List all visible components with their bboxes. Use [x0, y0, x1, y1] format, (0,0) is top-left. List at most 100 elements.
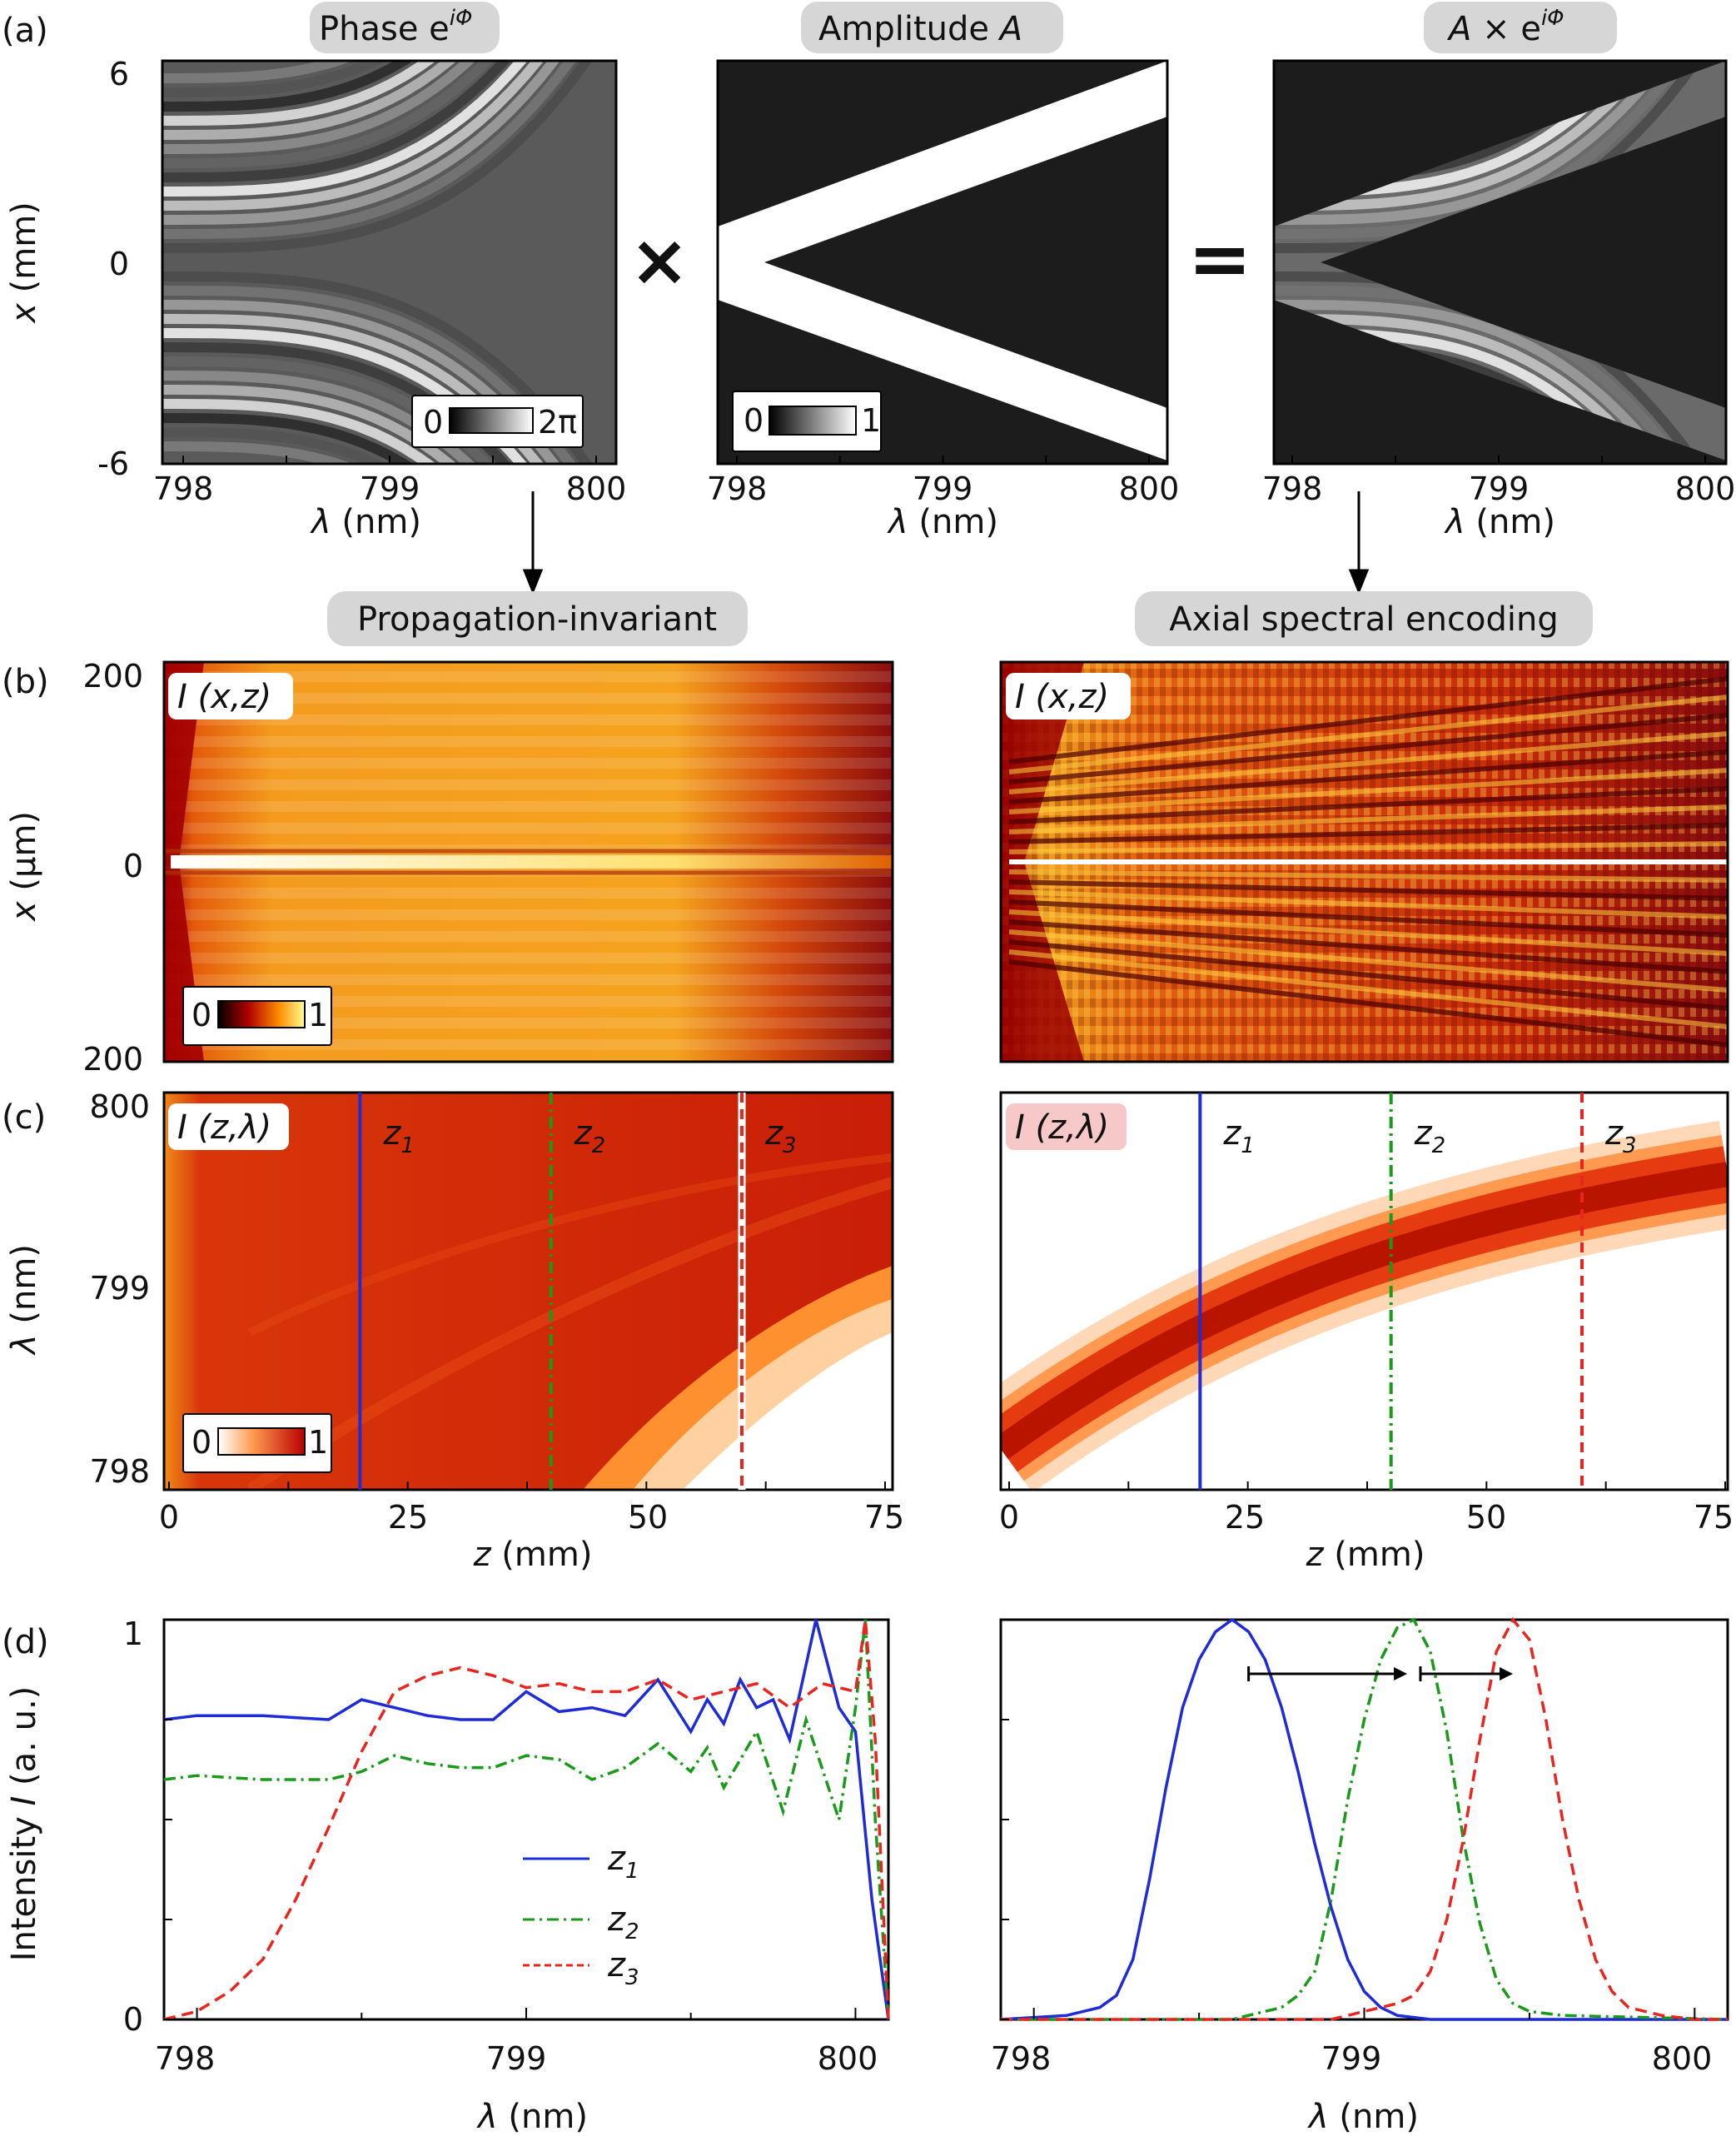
- z-marker-label: z2: [1414, 1114, 1446, 1158]
- axis-d-right: 798 799 800 λ (nm): [991, 2040, 1713, 2136]
- section-title-right: Axial spectral encoding: [1135, 591, 1593, 646]
- panel-label-c: (c): [2, 1098, 46, 1137]
- fan-line: [1008, 919, 1729, 974]
- svg-text:800: 800: [566, 471, 627, 507]
- tag-izl-left: I (z,λ): [168, 1103, 289, 1150]
- phase-stripe: [162, 328, 528, 464]
- fan-line: [1008, 869, 1729, 883]
- fan-line: [1008, 899, 1729, 938]
- svg-text:25: 25: [1225, 1499, 1265, 1536]
- svg-text:Axial spectral encoding: Axial spectral encoding: [1169, 600, 1558, 639]
- svg-text:0: 0: [159, 1499, 179, 1536]
- legend-z1: z1: [607, 1840, 639, 1884]
- phase-stripe: [162, 61, 528, 197]
- svg-text:λ (nm): λ (nm): [310, 503, 421, 541]
- phase-stripe: [162, 61, 593, 253]
- equals-operator: =: [1187, 214, 1251, 303]
- panel-label-d: (d): [2, 1623, 49, 1661]
- fan-line: [1008, 929, 1729, 993]
- axis-c-left: 800 799 798 0 25 50 75 z (mm) λ (nm): [5, 1088, 904, 1574]
- series-z2: [1001, 1617, 1729, 2021]
- colorbar-amplitude: 0 1: [732, 391, 882, 452]
- svg-text:800: 800: [1652, 2040, 1713, 2077]
- svg-text:0: 0: [123, 2001, 143, 2038]
- z-marker-label: z3: [1604, 1114, 1637, 1158]
- phase-stripe-masked: [1274, 314, 1726, 461]
- svg-text:I (z,λ): I (z,λ): [1015, 1108, 1109, 1147]
- svg-text:z (mm): z (mm): [1306, 1536, 1425, 1574]
- tag-ixz-right: I (x,z): [1006, 673, 1131, 719]
- phase-stripe: [162, 61, 353, 83]
- arrow-down-right: [1348, 491, 1370, 595]
- phase-stripe: [162, 61, 495, 168]
- fan-line: [1008, 749, 1729, 804]
- phase-stripe: [162, 61, 437, 126]
- phase-stripe: [162, 399, 437, 464]
- svg-text:75: 75: [864, 1499, 904, 1536]
- fan-line: [1008, 879, 1729, 901]
- svg-text:λ (nm): λ (nm): [1307, 2098, 1419, 2136]
- phase-stripe: [162, 371, 476, 464]
- svg-text:I (z,λ): I (z,λ): [177, 1108, 271, 1147]
- axis-a1: 6 0 -6 798 799 800 λ (nm) x (mm): [5, 56, 626, 541]
- phase-stripe: [162, 314, 545, 464]
- intensity-xz-right: [1001, 662, 1729, 1062]
- product-map: [1274, 61, 1726, 464]
- series-z3: [163, 1619, 890, 2021]
- phase-stripe: [162, 342, 511, 464]
- svg-text:798: 798: [707, 471, 768, 507]
- phase-stripe: [162, 61, 577, 239]
- svg-text:I (x,z): I (x,z): [1015, 678, 1109, 716]
- title-phase: Phase eiΦ: [310, 2, 500, 53]
- svg-text:0: 0: [423, 404, 443, 441]
- svg-text:799: 799: [1469, 471, 1530, 507]
- svg-text:800: 800: [1675, 471, 1736, 507]
- svg-text:799: 799: [89, 1270, 150, 1307]
- svg-text:-6: -6: [97, 446, 129, 482]
- times-operator: ×: [629, 219, 689, 302]
- svg-text:800: 800: [818, 2040, 878, 2077]
- svg-text:0: 0: [192, 1424, 211, 1461]
- fan-line: [1008, 909, 1729, 956]
- series-z1: [1000, 1617, 1728, 2021]
- fan-line: [1008, 731, 1729, 794]
- fan-line: [1008, 949, 1729, 1029]
- svg-text:λ (nm): λ (nm): [5, 1244, 43, 1356]
- svg-text:0: 0: [744, 402, 764, 439]
- spectrum-lines-right: [1000, 1616, 1729, 2021]
- fan-line: [1008, 959, 1729, 1048]
- svg-text:1: 1: [308, 997, 328, 1033]
- svg-text:200: 200: [82, 1041, 143, 1078]
- axis-d-left: 1 0 798 799 800 λ (nm) Intensity I (a. u…: [5, 1616, 878, 2136]
- svg-text:799: 799: [486, 2040, 547, 2077]
- svg-text:50: 50: [628, 1499, 668, 1536]
- fan-line: [1008, 804, 1729, 834]
- z-markers-left: z1 z2 z3: [358, 1093, 797, 1490]
- axis-a3: 798 799 800 λ (nm): [1262, 471, 1736, 541]
- fan-line: [1008, 676, 1729, 764]
- shift-arrowhead: [1500, 1667, 1514, 1680]
- z-marker-label: z3: [764, 1114, 797, 1158]
- phase-stripe: [162, 413, 414, 464]
- svg-text:0: 0: [999, 1499, 1019, 1536]
- z-markers-right: z1 z2 z3: [1198, 1093, 1637, 1490]
- svg-text:0: 0: [192, 997, 211, 1033]
- svg-text:1: 1: [123, 1616, 143, 1652]
- svg-text:799: 799: [913, 471, 973, 507]
- fan-line: [1008, 939, 1729, 1011]
- svg-text:799: 799: [1321, 2040, 1382, 2077]
- fan-line: [1008, 695, 1729, 774]
- svg-text:λ (nm): λ (nm): [1444, 503, 1555, 541]
- svg-text:798: 798: [1262, 471, 1323, 507]
- fan-line: [1008, 889, 1729, 919]
- phase-stripe: [162, 61, 545, 211]
- z-marker-label: z1: [1222, 1114, 1255, 1158]
- phase-stripe: [162, 61, 414, 112]
- axis-b-left: 200 0 200 x (μm): [5, 658, 143, 1078]
- svg-text:Intensity I (a. u.): Intensity I (a. u.): [5, 1686, 43, 1962]
- svg-text:A × eiΦ: A × eiΦ: [1446, 6, 1564, 48]
- z-marker-label: z2: [574, 1114, 606, 1158]
- phase-stripe: [162, 61, 457, 140]
- svg-text:799: 799: [360, 471, 420, 507]
- svg-text:λ (nm): λ (nm): [476, 2098, 588, 2136]
